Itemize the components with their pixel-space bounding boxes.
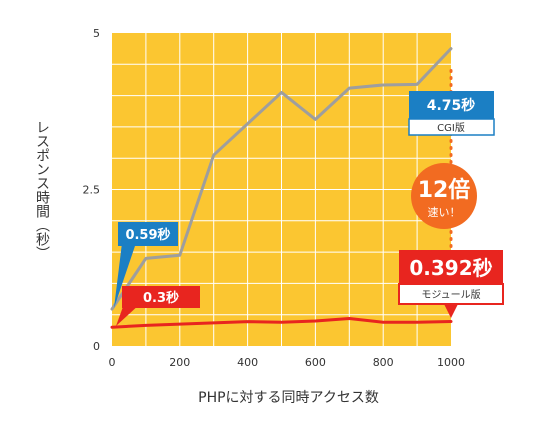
x-axis-label: PHPに対する同時アクセス数 (198, 390, 379, 406)
module-start-box (122, 286, 200, 308)
module-start-pointer (116, 304, 140, 326)
y-tick-label: 0 (93, 340, 100, 353)
series-line-cgi (110, 47, 453, 311)
cgi-start-value: 0.59秒 (125, 227, 170, 243)
y-tick-label: 2.5 (83, 184, 101, 197)
y-axis-label: レスポンス時間（秒） (34, 120, 50, 260)
tick-labels: 0 200 400 600 800 1000 0 2.5 5 (83, 27, 466, 369)
series-layer (110, 47, 453, 329)
speedup-small: 速い！ (428, 206, 461, 219)
x-tick-label: 0 (109, 356, 116, 369)
module-end-pointer (444, 304, 458, 318)
cgi-end-label: CGI版 (437, 121, 465, 134)
module-start-callout: 0.3秒 (116, 286, 200, 326)
cgi-end-box (409, 91, 494, 119)
x-tick-label: 400 (237, 356, 258, 369)
cgi-start-pointer (114, 243, 136, 308)
module-end-value: 0.392秒 (409, 256, 492, 280)
x-tick-label: 600 (305, 356, 326, 369)
module-end-box (399, 250, 503, 284)
cgi-end-callout: 4.75秒 CGI版 (408, 91, 495, 136)
cgi-start-box (118, 222, 178, 246)
speedup-circle (411, 163, 477, 229)
x-tick-label: 200 (169, 356, 190, 369)
x-tick-label: 1000 (437, 356, 465, 369)
cgi-end-value: 4.75秒 (427, 97, 476, 114)
module-start-value: 0.3秒 (143, 290, 179, 306)
cgi-start-callout: 0.59秒 (114, 222, 178, 308)
cgi-end-label-box (408, 118, 495, 136)
series-line-module (110, 316, 453, 329)
module-end-label: モジュール版 (421, 288, 480, 301)
speedup-big: 12倍 (418, 177, 471, 203)
y-tick-label: 5 (93, 27, 100, 40)
x-tick-label: 800 (373, 356, 394, 369)
